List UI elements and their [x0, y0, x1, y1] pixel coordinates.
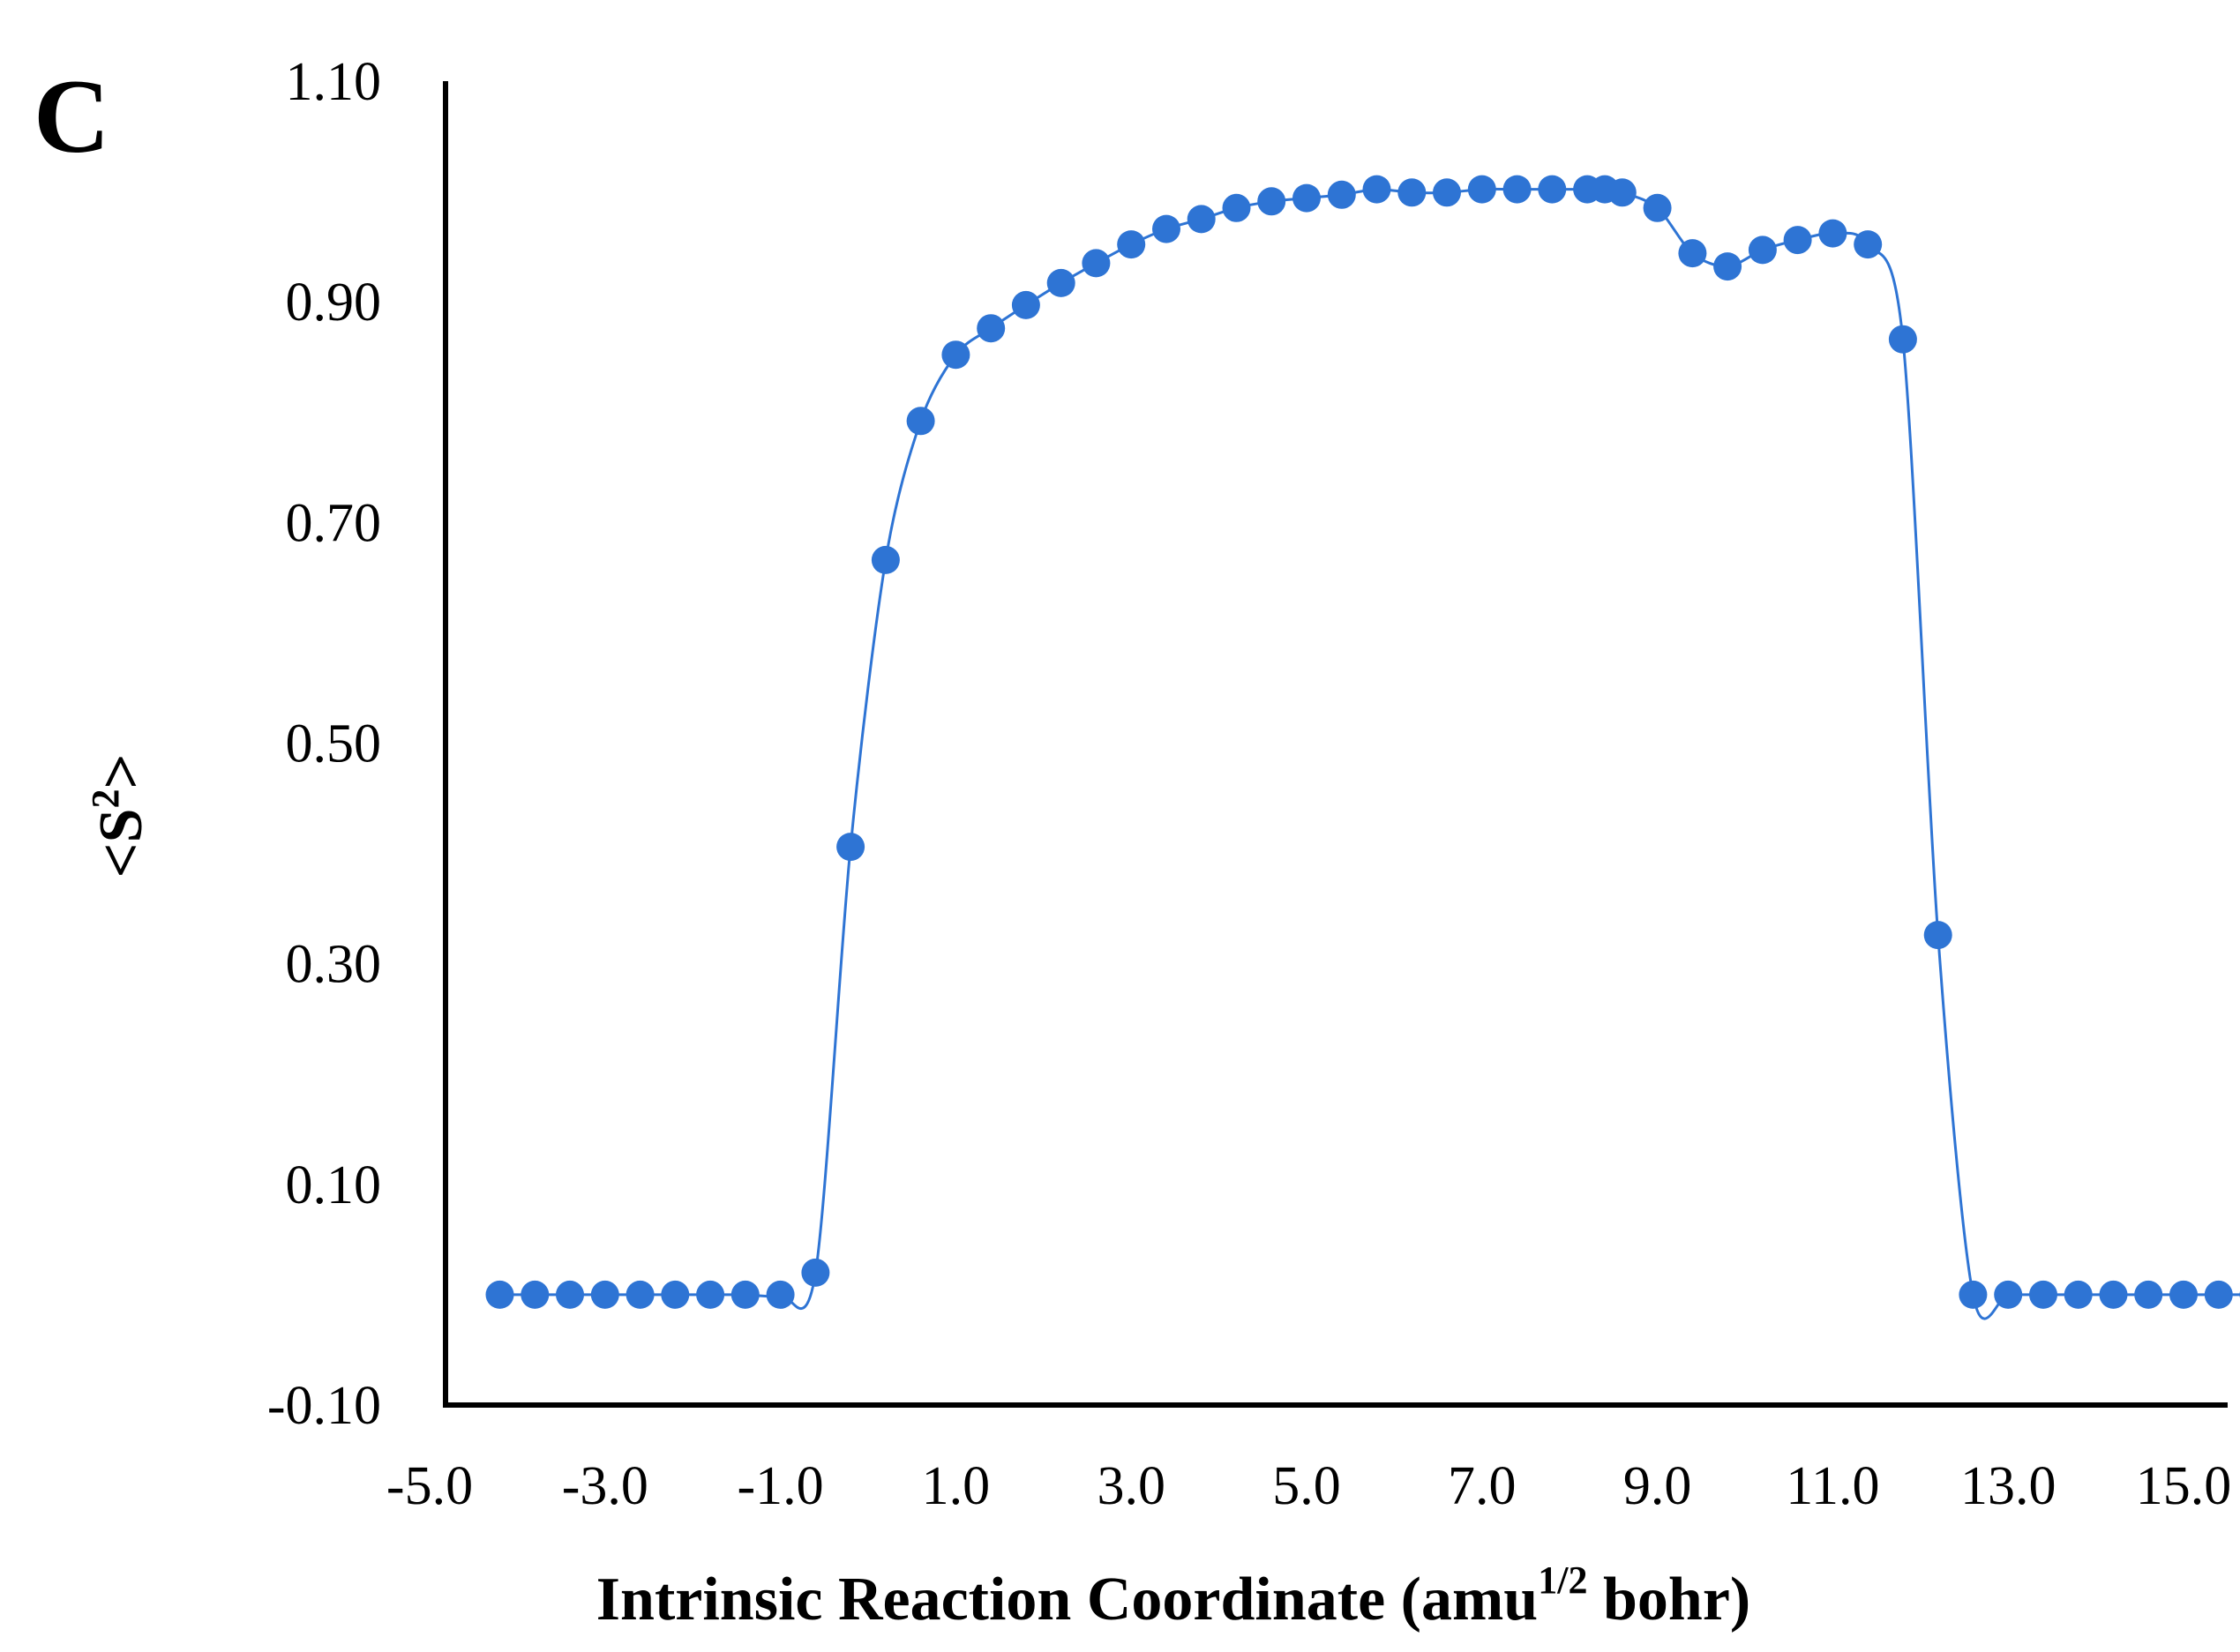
series-point	[626, 1280, 655, 1309]
y-tick-label: 0.50	[286, 714, 382, 774]
series-point	[1783, 226, 1812, 255]
y-tick-label: 0.70	[286, 493, 382, 553]
series-point	[1607, 178, 1637, 207]
x-tick-label: 11.0	[1786, 1456, 1879, 1516]
x-axis-title-sup: 1/2	[1538, 1559, 1587, 1602]
series-points	[485, 175, 2240, 1309]
y-axis-tick-labels: -0.10 0.10 0.30 0.50 0.70 0.90 1.10	[267, 52, 381, 1436]
series-point	[590, 1280, 619, 1309]
series-point	[1397, 178, 1427, 207]
y-tick-label: 0.30	[286, 935, 382, 995]
series-point	[1257, 187, 1286, 216]
x-tick-label: -5.0	[386, 1456, 473, 1516]
x-tick-label: 1.0	[922, 1456, 991, 1516]
series-point	[2134, 1280, 2163, 1309]
y-tick-label: 0.90	[286, 273, 382, 333]
series-point	[1327, 180, 1356, 209]
series-point	[1643, 193, 1672, 222]
series-point	[556, 1280, 584, 1309]
y-tick-label: -0.10	[267, 1376, 381, 1436]
series-point	[1994, 1280, 2023, 1309]
panel-label: C	[34, 57, 110, 175]
series-point	[2029, 1280, 2057, 1309]
series-point	[1362, 175, 1391, 204]
series-point	[1082, 249, 1111, 278]
series-point	[730, 1280, 760, 1309]
x-tick-label: -1.0	[738, 1456, 824, 1516]
x-axis-title-tail: bohr)	[1587, 1566, 1750, 1633]
series-point	[1854, 230, 1883, 259]
series-point	[661, 1280, 690, 1309]
series-point	[836, 833, 865, 862]
series-point	[1187, 205, 1216, 234]
x-tick-label: 13.0	[1960, 1456, 2056, 1516]
series-point	[2099, 1280, 2128, 1309]
x-tick-label: 3.0	[1097, 1456, 1165, 1516]
series-point	[871, 545, 900, 574]
y-axis-title-pre: <S	[87, 809, 155, 878]
series-point	[1222, 193, 1251, 222]
series-point	[1467, 175, 1496, 204]
series-point	[1292, 183, 1321, 213]
y-tick-label: 0.10	[286, 1155, 382, 1215]
series-point	[2204, 1280, 2233, 1309]
x-axis-tick-labels: -5.0 -3.0 -1.0 1.0 3.0 5.0 7.0 9.0 11.0 13.0 15.0	[386, 1456, 2231, 1516]
series-point	[941, 340, 970, 370]
series-line	[499, 187, 2240, 1320]
series-point	[1923, 921, 1952, 950]
series-point	[696, 1280, 725, 1309]
series-point	[1888, 325, 1917, 354]
series-point	[1959, 1280, 1988, 1309]
series-point	[2169, 1280, 2198, 1309]
series-point	[1502, 175, 1532, 204]
series-point	[1713, 252, 1742, 281]
series-point	[521, 1280, 550, 1309]
series-point	[485, 1280, 514, 1309]
series-point	[1011, 290, 1040, 319]
series-point	[801, 1258, 830, 1287]
series-point	[1538, 175, 1567, 204]
series-point	[766, 1280, 795, 1309]
series-point	[1152, 214, 1180, 243]
x-tick-label: 9.0	[1623, 1456, 1692, 1516]
x-tick-label: -3.0	[562, 1456, 648, 1516]
series-point	[1678, 239, 1707, 268]
y-axis-title-sup: 2	[84, 789, 127, 809]
x-tick-label: 15.0	[2136, 1456, 2232, 1516]
series-point	[906, 407, 935, 436]
series-point	[1433, 178, 1461, 207]
y-axis-title-post: >	[87, 754, 155, 789]
x-tick-label: 5.0	[1272, 1456, 1341, 1516]
series-point	[1046, 268, 1075, 297]
x-axis-title: Intrinsic Reaction Coordinate (amu1/2 bo…	[596, 1559, 1750, 1633]
series-point	[1748, 235, 1777, 265]
y-tick-label: 1.10	[286, 52, 382, 112]
series-point	[1818, 219, 1847, 248]
x-tick-label: 7.0	[1448, 1456, 1517, 1516]
x-axis-title-main: Intrinsic Reaction Coordinate (amu	[596, 1566, 1538, 1633]
series-point	[977, 314, 1006, 343]
series-point	[2064, 1280, 2093, 1309]
series-point	[1117, 230, 1146, 259]
y-axis-title: <S2>	[84, 754, 155, 878]
